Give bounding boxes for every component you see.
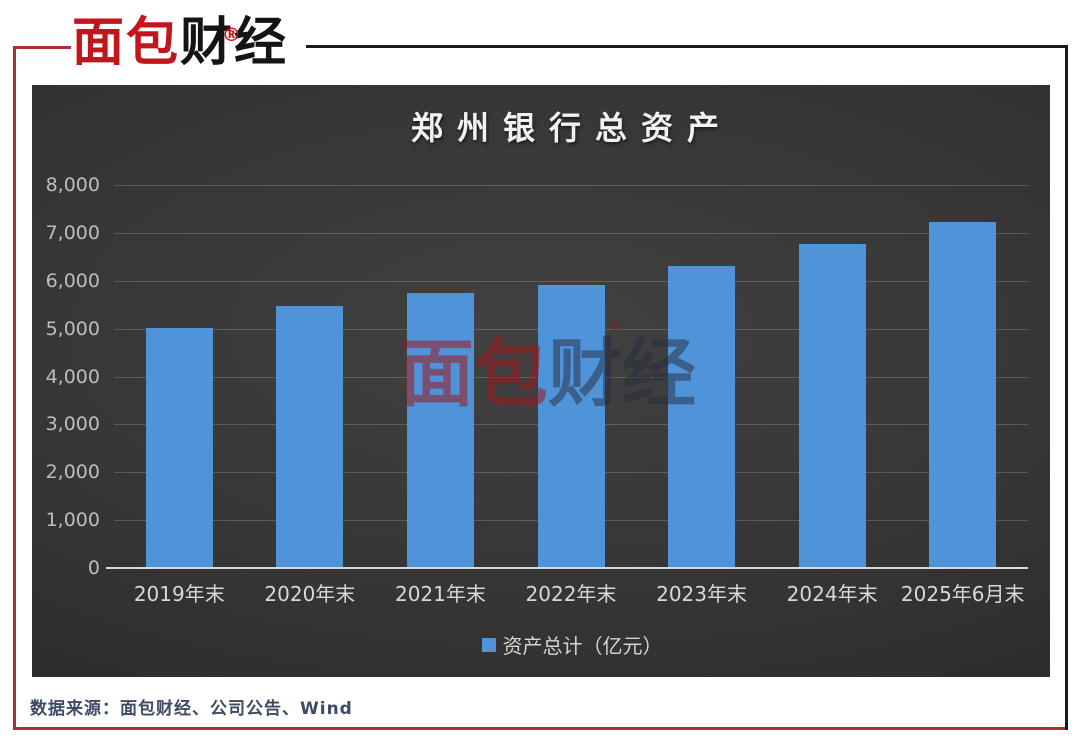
chart-title: 郑州银行总资产: [410, 109, 733, 147]
legend-series-label: 资产总计（亿元）: [502, 634, 663, 658]
bar-2023年末: [668, 266, 736, 568]
y-tick-label: 5,000: [45, 317, 100, 340]
y-tick-label: 8,000: [45, 174, 100, 196]
y-tick-label: 7,000: [45, 221, 100, 244]
gridline: [114, 185, 1028, 186]
x-axis-labels: 2019年末 2020年末 2021年末 2022年末 2023年末 2024年末 2025…: [32, 85, 1050, 677]
x-tick-label: 2024年末: [786, 582, 878, 606]
y-axis-labels: 0 1,000 2,000 3,000 4,000 5,000 6,000 7,000 8,00…: [32, 85, 1050, 677]
data-source-note: 数据来源：面包财经、公司公告、Wind: [30, 699, 353, 719]
x-tick-label: 2023年末: [656, 582, 748, 606]
registered-trademark-icon: ®: [222, 24, 241, 46]
gridline: [114, 232, 1028, 234]
y-tick-label: 4,000: [45, 365, 100, 388]
bar-2019年末: [145, 328, 213, 568]
x-tick-label: 2020年末: [264, 582, 356, 606]
bar-2025年6月末: [929, 222, 997, 568]
frame-red-left-line: [13, 46, 16, 730]
x-tick-label: 2019年末: [133, 582, 225, 606]
legend-color-swatch: [481, 637, 496, 652]
y-tick-label: 1,000: [45, 509, 100, 532]
brand-logo: 面包财经 ®: [72, 12, 288, 78]
bar-2021年末: [406, 292, 474, 568]
frame-red-bottom-line: [13, 727, 1068, 730]
bars-layer: [32, 85, 1050, 677]
y-tick-label: 2,000: [45, 461, 100, 484]
chart-canvas: 郑州银行总资产 0 1,000 2,000 3,000 4,000 5,000 6,000 7…: [32, 85, 1050, 677]
x-tick-label: 2021年末: [394, 582, 486, 606]
bar-2020年末: [276, 305, 344, 568]
frame-black-top-line: [306, 45, 1068, 48]
bar-2024年末: [798, 244, 866, 568]
chart-legend: 资产总计（亿元）: [112, 630, 1032, 659]
logo-text-red: 面包: [72, 13, 181, 73]
y-tick-label: 3,000: [45, 413, 100, 436]
gridline: [114, 280, 1028, 282]
x-axis-line: [106, 567, 1028, 569]
logo-text-black: 财经: [180, 13, 289, 73]
y-tick-label: 0: [87, 557, 100, 579]
frame-red-top-line: [13, 46, 71, 49]
frame-black-right-line: [1065, 45, 1068, 730]
x-tick-label: 2022年末: [525, 582, 617, 606]
y-tick-label: 6,000: [45, 269, 100, 292]
x-tick-label: 2025年6月末: [900, 582, 1025, 606]
bar-2022年末: [537, 284, 605, 568]
